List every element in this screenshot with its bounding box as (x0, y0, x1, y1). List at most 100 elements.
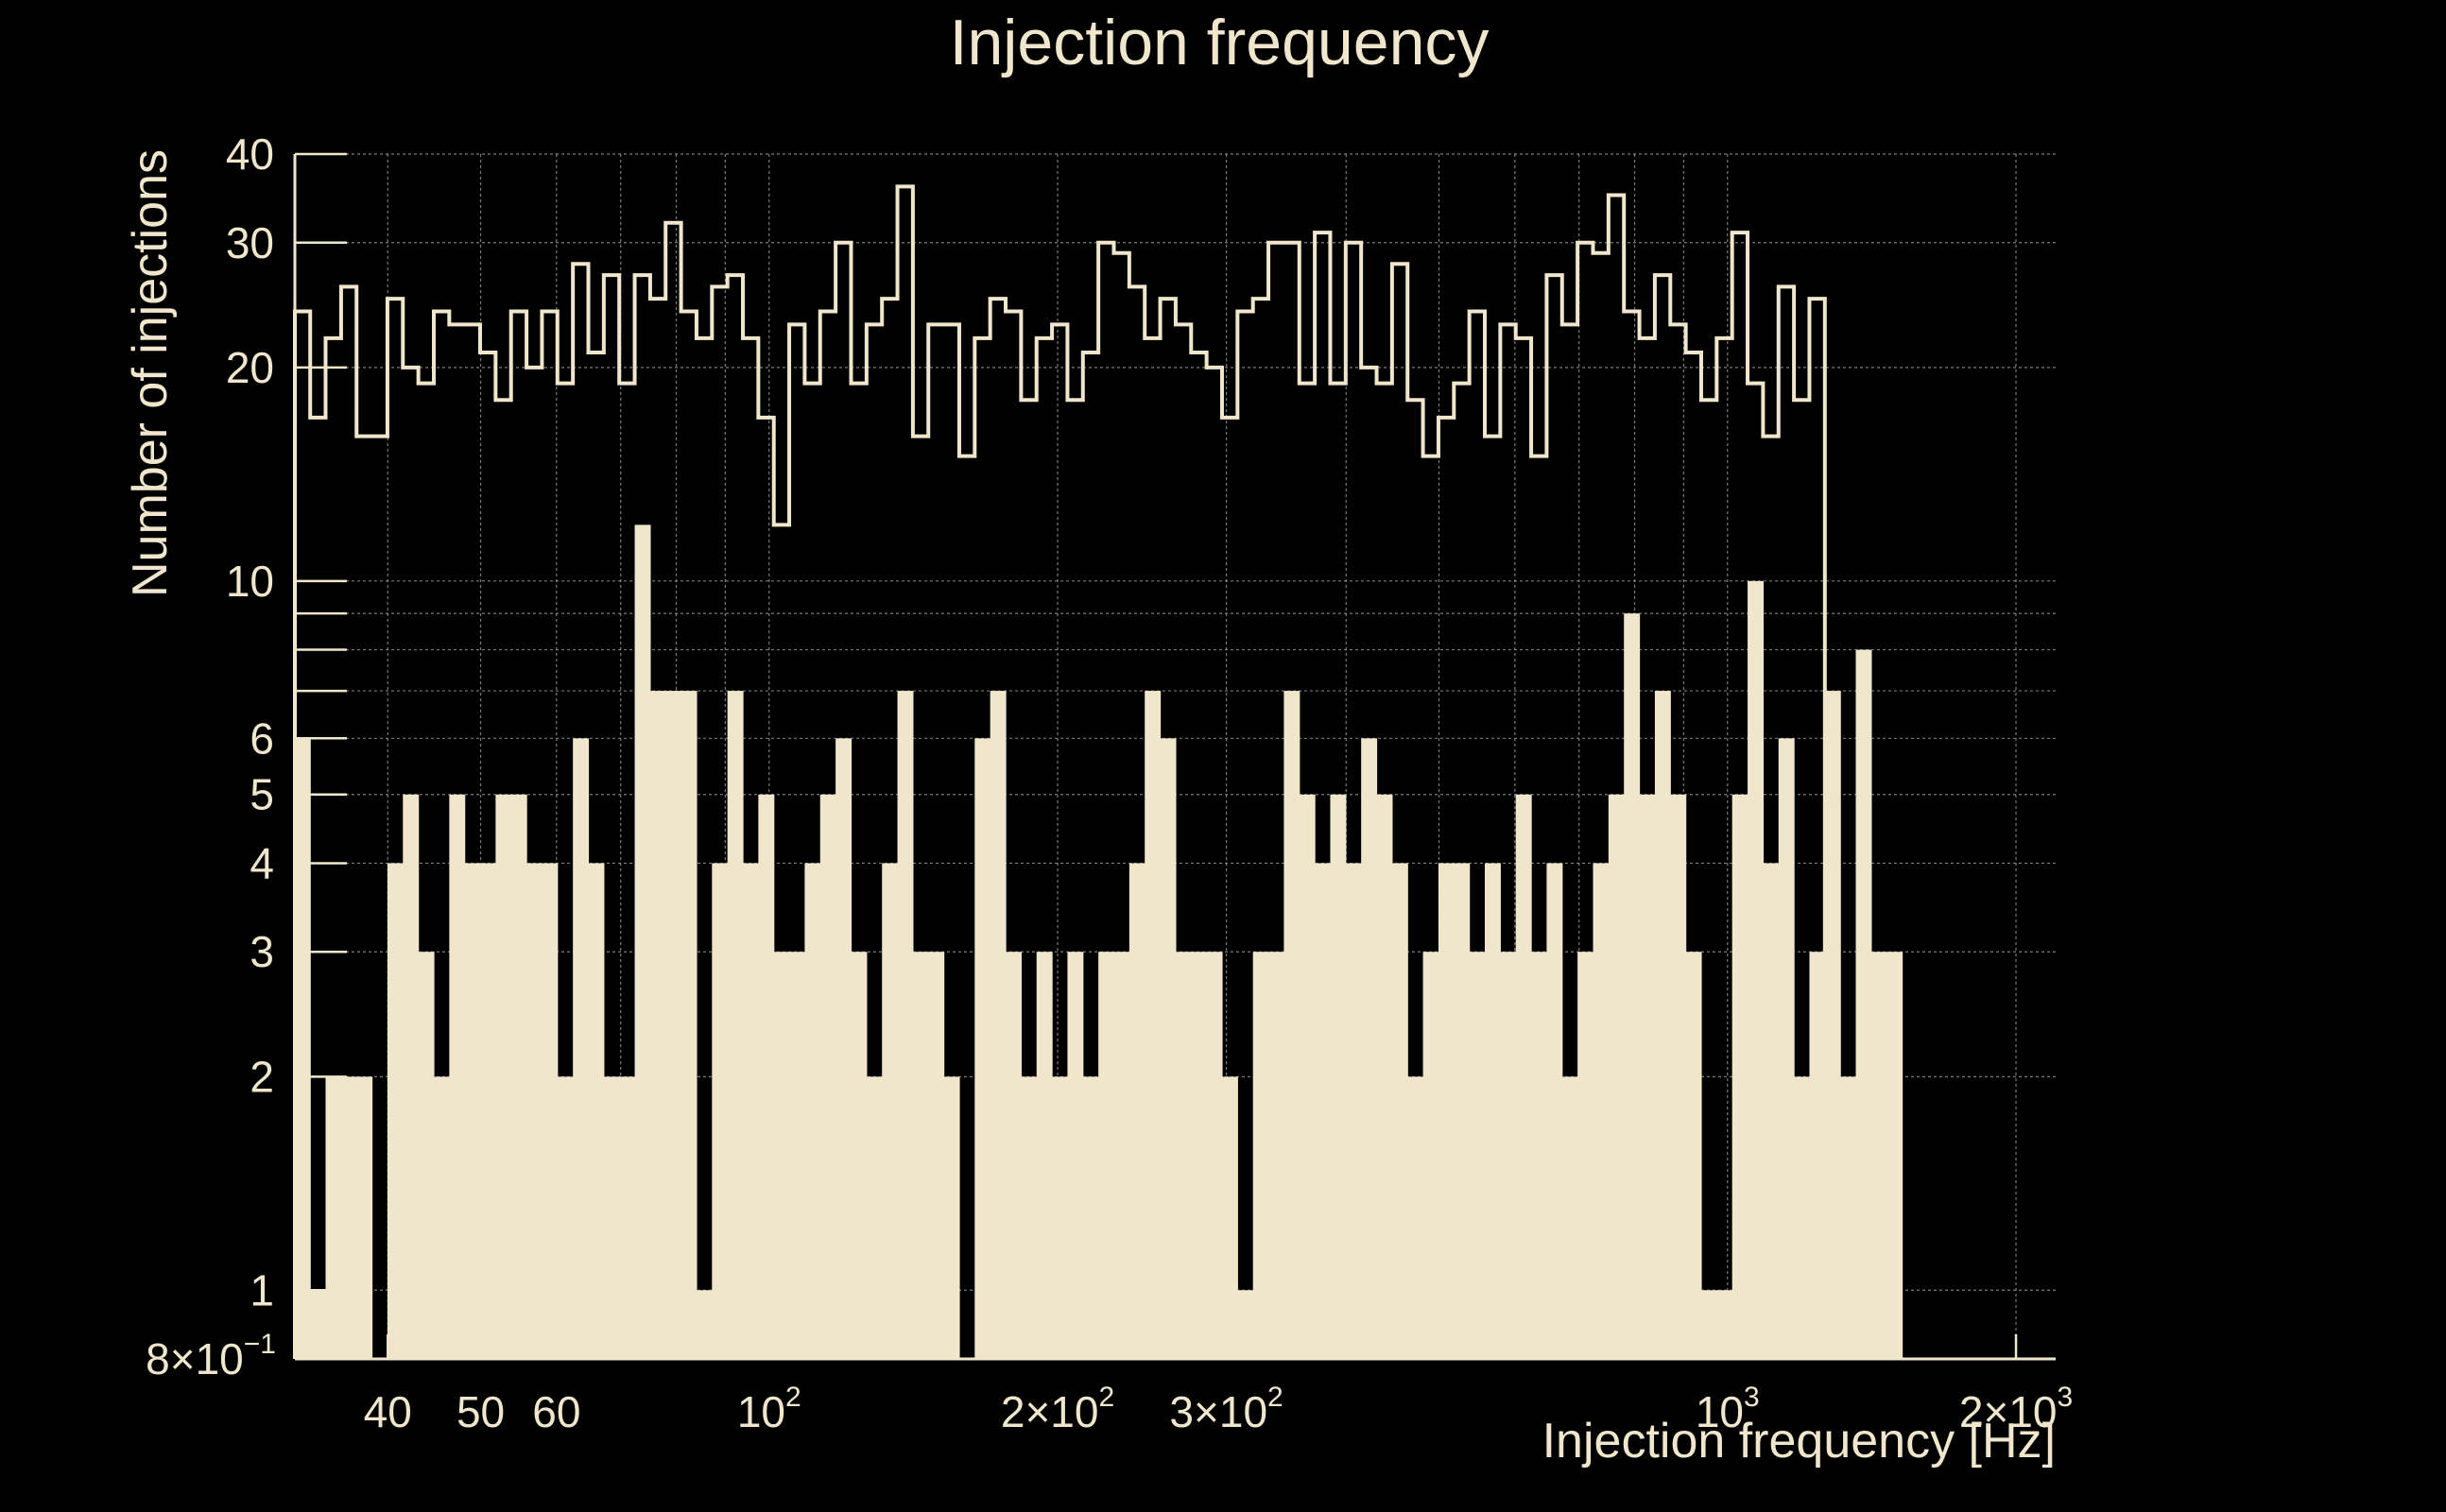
histogram-bar (480, 863, 496, 1359)
histogram-bar (356, 1076, 373, 1359)
histogram-bar (1886, 952, 1903, 1359)
histogram-bar (526, 863, 543, 1359)
x-tick-label: 60 (532, 1387, 580, 1436)
histogram-bar (634, 524, 651, 1359)
histogram-bar (649, 691, 666, 1359)
histogram-bar (1454, 863, 1471, 1359)
x-tick-label: 2×103 (1959, 1382, 2073, 1436)
histogram-bar (1716, 1290, 1733, 1359)
histogram-bar (1561, 1076, 1578, 1359)
histogram-bar (680, 691, 698, 1359)
histogram-bar (557, 1076, 574, 1359)
histogram-bar (943, 1076, 960, 1359)
histogram-bar (1794, 1076, 1811, 1359)
histogram-bar (974, 738, 991, 1359)
histogram-bar (1593, 863, 1610, 1359)
histogram-bar (773, 952, 790, 1359)
histogram-bar (1221, 1076, 1238, 1359)
histogram-bar (1052, 1076, 1069, 1359)
histogram-bar (1299, 794, 1316, 1359)
histogram-bar (418, 952, 435, 1359)
histogram-bar (495, 794, 512, 1359)
histogram-bar (1485, 863, 1501, 1359)
histogram-bar (1315, 863, 1332, 1359)
histogram-bar (928, 952, 945, 1359)
histogram-bar (1376, 794, 1393, 1359)
histogram-bar (1006, 952, 1022, 1359)
histogram-bar (1748, 580, 1764, 1359)
histogram-bar (866, 1076, 883, 1359)
histogram-bar (1283, 691, 1301, 1359)
histogram-bar (804, 863, 821, 1359)
histogram-bar (573, 738, 590, 1359)
histogram-bar (1391, 863, 1408, 1359)
histogram-bar (449, 794, 466, 1359)
histogram-bar (1145, 691, 1162, 1359)
histogram-bar (1330, 794, 1347, 1359)
histogram-bar (1731, 794, 1748, 1359)
histogram-bar (665, 691, 682, 1359)
histogram-bar (1824, 691, 1841, 1359)
histogram-bar (510, 794, 527, 1359)
histogram-bar (712, 863, 729, 1359)
x-tick-label: 50 (456, 1387, 505, 1436)
y-tick-label: 1 (250, 1265, 274, 1314)
histogram-bar (1067, 952, 1084, 1359)
histogram-bar (1438, 863, 1455, 1359)
y-tick-label: 2 (250, 1052, 274, 1101)
histogram-bar (1021, 1076, 1038, 1359)
y-tick-label: 3 (250, 927, 274, 976)
y-tick-label: 4 (250, 838, 274, 887)
histogram-bar (743, 863, 759, 1359)
histogram-bar (1763, 863, 1780, 1359)
tick-labels: 40 50 60 102 2×102 3×102 103 2×103 8×10−1 1 2 3 4 5 6 1… (146, 129, 2073, 1436)
outline-series (293, 184, 1827, 1359)
y-tick-label: 20 (226, 343, 274, 392)
histogram-bar (1422, 952, 1439, 1359)
outline-step-line (293, 184, 1827, 1359)
histogram-bar (340, 1076, 357, 1359)
histogram-bar (789, 952, 806, 1359)
histogram-bar (1700, 1290, 1717, 1359)
histogram-bar (1608, 794, 1625, 1359)
histogram-bar (1160, 738, 1177, 1359)
histogram-bar (835, 738, 853, 1359)
y-tick-label: 8×10−1 (146, 1329, 276, 1383)
histogram-bar (1206, 952, 1223, 1359)
histogram-bar (310, 1290, 327, 1359)
histogram-bar (1654, 691, 1671, 1359)
y-tick-label: 30 (226, 218, 274, 267)
histogram-bar (758, 794, 775, 1359)
histogram-bar (1515, 794, 1532, 1359)
histogram-bar (1577, 952, 1594, 1359)
histogram-bar (696, 1290, 713, 1359)
histogram-bar (1191, 952, 1208, 1359)
histogram-bar (1082, 1076, 1099, 1359)
x-tick-label: 102 (737, 1382, 801, 1436)
histogram-bar (727, 691, 744, 1359)
y-tick-label: 40 (226, 129, 274, 179)
histogram-bar (1685, 952, 1702, 1359)
histogram-bar (1546, 863, 1563, 1359)
histogram-bar (1252, 952, 1269, 1359)
histogram-bar (1237, 1290, 1254, 1359)
x-tick-label: 40 (364, 1387, 412, 1436)
histogram-bar (1345, 863, 1362, 1359)
y-axis-label: Number of injections (123, 149, 178, 597)
y-tick-label: 10 (226, 557, 274, 606)
histogram-bar (464, 863, 481, 1359)
histogram-bar (1469, 952, 1486, 1359)
histogram-bar (325, 1076, 342, 1359)
bars-series (295, 524, 1903, 1359)
histogram-bar (1175, 952, 1192, 1359)
histogram-bar (1128, 863, 1145, 1359)
histogram-bar (1809, 952, 1826, 1359)
histogram-bar (588, 863, 605, 1359)
axes (293, 152, 2056, 1361)
histogram-bar (990, 691, 1007, 1359)
histogram-bar (1531, 952, 1548, 1359)
histogram-bar (1036, 952, 1053, 1359)
histogram-bar (619, 1076, 636, 1359)
histogram-bar (603, 1076, 620, 1359)
